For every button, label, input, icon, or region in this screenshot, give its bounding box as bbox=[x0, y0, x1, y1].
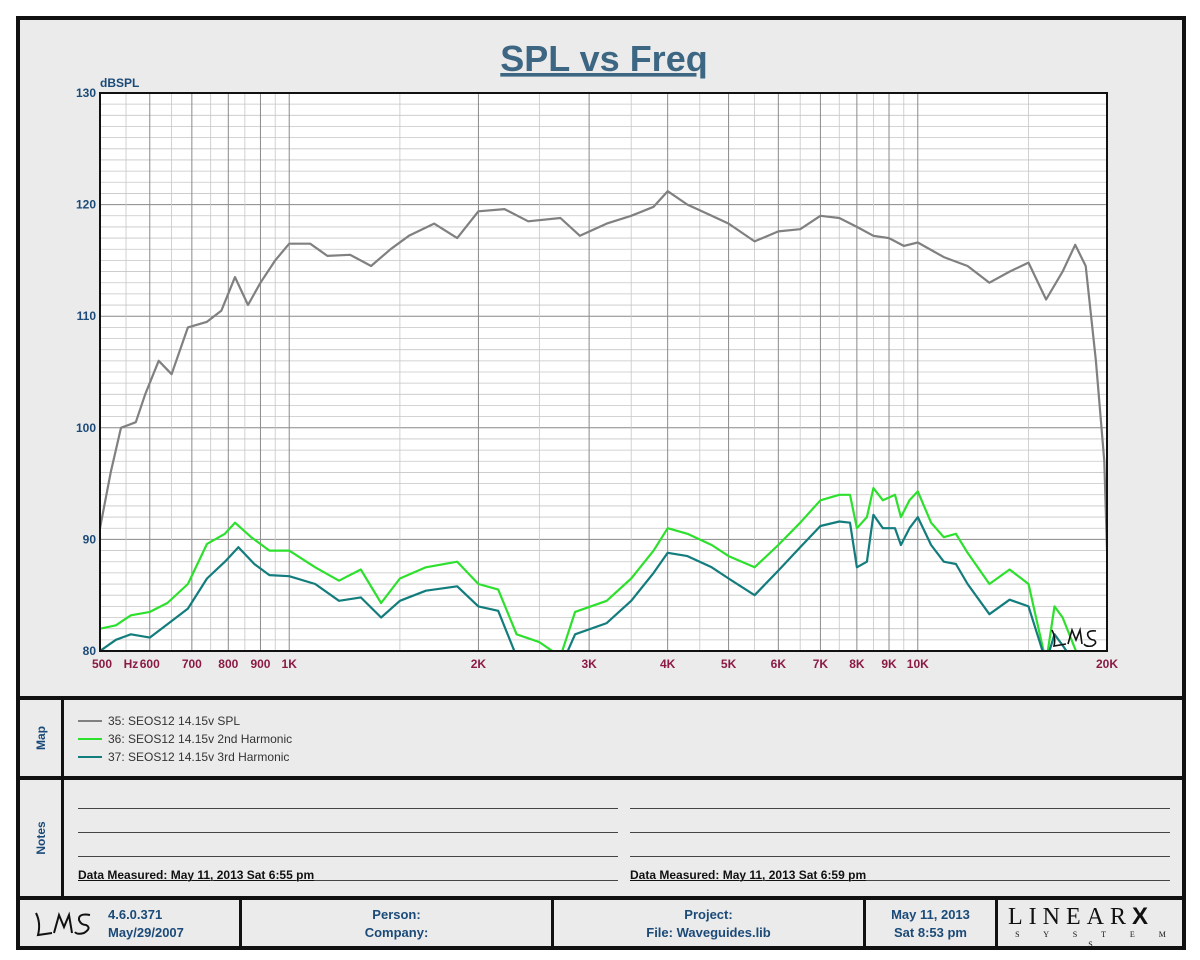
y-tick-label: 100 bbox=[76, 421, 96, 435]
legend-swatch-spl bbox=[78, 720, 102, 722]
lms-logo bbox=[35, 911, 91, 937]
x-tick-label: 600 bbox=[140, 657, 160, 671]
note-line bbox=[78, 880, 618, 881]
legend-item-3rd-harmonic: 37: SEOS12 14.15v 3rd Harmonic bbox=[78, 750, 289, 764]
note-line bbox=[78, 808, 618, 809]
software-date: May/29/2007 bbox=[108, 925, 184, 940]
y-axis-label: dBSPL bbox=[100, 76, 139, 90]
left-measured-date: Data Measured: May 11, 2013 Sat 6:55 pm bbox=[78, 868, 315, 882]
note-line bbox=[78, 856, 618, 857]
brand-x-logo: X bbox=[1131, 903, 1148, 930]
footer-project-cell: Project: File: Waveguides.lib bbox=[554, 900, 866, 946]
x-tick-label: Hz bbox=[124, 657, 139, 671]
footer-panel: 4.6.0.371 May/29/2007 Person: Company: P… bbox=[20, 896, 1182, 950]
brand-name: LINEAR bbox=[1008, 904, 1132, 930]
footer-date-cell: May 11, 2013 Sat 8:53 pm bbox=[866, 900, 998, 946]
series-line-2 bbox=[100, 487, 1078, 651]
x-tick-label: 6K bbox=[771, 657, 787, 671]
right-measured-date: Data Measured: May 11, 2013 Sat 6:59 pm bbox=[630, 868, 867, 882]
brand-subtitle: S Y S T E M S bbox=[1015, 930, 1177, 949]
y-tick-label: 120 bbox=[76, 198, 96, 212]
y-tick-label: 90 bbox=[83, 532, 97, 546]
x-tick-label: 900 bbox=[250, 657, 270, 671]
legend-text-3rd-harmonic: 37: SEOS12 14.15v 3rd Harmonic bbox=[108, 750, 290, 764]
x-tick-label: 7K bbox=[813, 657, 829, 671]
plot-border bbox=[99, 92, 1108, 652]
legend-item-spl: 35: SEOS12 14.15v SPL bbox=[78, 714, 240, 728]
note-line bbox=[630, 880, 1170, 881]
series-line-3 bbox=[100, 513, 1068, 651]
y-tick-label: 110 bbox=[77, 309, 97, 323]
x-tick-label: 2K bbox=[471, 657, 487, 671]
x-tick-label: 10K bbox=[907, 657, 929, 671]
note-line bbox=[78, 832, 618, 833]
x-tick-label: 9K bbox=[881, 657, 897, 671]
report-frame: SPL vs Freq dBSPL 80 90 100 110 120 130 500 Hz… bbox=[16, 16, 1186, 950]
x-tick-label: 700 bbox=[182, 657, 202, 671]
legend-swatch-3rd-harmonic bbox=[78, 756, 102, 758]
chart-title: SPL vs Freq bbox=[500, 38, 707, 79]
x-tick-label: 20K bbox=[1096, 657, 1118, 671]
series-line-1 bbox=[100, 190, 1107, 551]
y-tick-label: 130 bbox=[76, 86, 96, 100]
y-tick-label: 80 bbox=[83, 644, 97, 658]
lms-watermark bbox=[1051, 626, 1097, 648]
footer-brand-cell: LINEARX S Y S T E M S bbox=[998, 900, 1182, 950]
x-tick-label: 5K bbox=[721, 657, 737, 671]
report-time: Sat 8:53 pm bbox=[894, 925, 967, 940]
footer-version-cell: 4.6.0.371 May/29/2007 bbox=[20, 900, 242, 946]
note-line bbox=[630, 808, 1170, 809]
x-tick-label: 800 bbox=[218, 657, 238, 671]
company-label: Company: bbox=[364, 925, 429, 940]
person-label: Person: bbox=[372, 907, 421, 922]
x-tick-label: 4K bbox=[660, 657, 676, 671]
legend-text-spl: 35: SEOS12 14.15v SPL bbox=[108, 714, 241, 728]
map-panel: Map 35: SEOS12 14.15v SPL 36: SEOS12 14.… bbox=[20, 696, 1182, 776]
spl-chart: SPL vs Freq dBSPL 80 90 100 110 120 130 500 Hz… bbox=[76, 38, 1118, 671]
project-label: Project: bbox=[684, 907, 733, 922]
x-tick-label: 3K bbox=[581, 657, 597, 671]
project-file: File: Waveguides.lib bbox=[646, 925, 771, 940]
footer-person-cell: Person: Company: bbox=[242, 900, 554, 946]
note-line bbox=[630, 856, 1170, 857]
legend-item-2nd-harmonic: 36: SEOS12 14.15v 2nd Harmonic bbox=[78, 732, 292, 746]
notes-panel: Notes Data Measured: May 11, 2013 Sat 6:… bbox=[20, 776, 1182, 896]
report-date: May 11, 2013 bbox=[891, 907, 970, 922]
x-tick-label: 1K bbox=[282, 657, 298, 671]
note-line bbox=[630, 832, 1170, 833]
x-tick-label: 8K bbox=[849, 657, 865, 671]
legend-swatch-2nd-harmonic bbox=[78, 738, 102, 740]
x-tick-label: 500 bbox=[92, 657, 112, 671]
map-label: Map bbox=[20, 700, 64, 776]
notes-label: Notes bbox=[20, 780, 64, 896]
software-version: 4.6.0.371 bbox=[108, 907, 163, 922]
legend-text-2nd-harmonic: 36: SEOS12 14.15v 2nd Harmonic bbox=[108, 732, 293, 746]
